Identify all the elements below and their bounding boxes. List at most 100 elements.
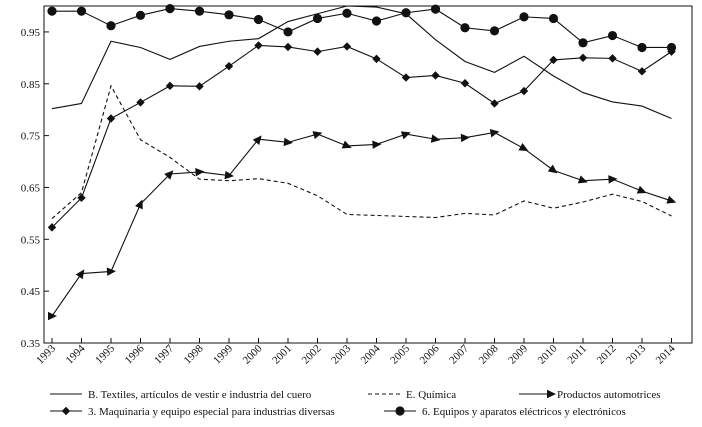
- legend-label: 3. Maquinaria y equipo especial para ind…: [88, 406, 335, 418]
- data-point-arrow: [372, 140, 382, 149]
- data-point-diamond: [549, 55, 558, 65]
- data-point-arrow: [341, 140, 352, 149]
- data-point-circle: [135, 10, 146, 20]
- x-tick-label: 2008: [477, 342, 501, 366]
- data-point-circle: [401, 8, 411, 18]
- y-tick-label: 0.55: [21, 234, 41, 246]
- series-1: [51, 5, 672, 120]
- data-point-circle: [637, 42, 647, 53]
- x-tick-label: 2003: [329, 342, 353, 366]
- x-tick-label: 2011: [565, 343, 589, 367]
- x-tick-label: 1997: [152, 342, 176, 366]
- data-point-arrow: [518, 142, 529, 151]
- x-tick-label: 2004: [359, 342, 383, 366]
- legend-label: 6. Equipos y aparatos eléctricos y elect…: [422, 406, 626, 418]
- data-point-arrow: [547, 164, 558, 174]
- data-point-diamond: [165, 81, 175, 91]
- x-tick-label: 2000: [241, 342, 265, 366]
- y-tick-label: 0.85: [21, 79, 41, 91]
- data-point-diamond: [578, 53, 588, 63]
- data-point-circle: [165, 3, 175, 14]
- y-tick-label: 0.35: [21, 338, 41, 350]
- series-line: [51, 44, 672, 228]
- data-point-arrow: [75, 269, 85, 280]
- x-tick-label: 2012: [595, 343, 619, 367]
- data-point-diamond: [61, 406, 71, 416]
- data-point-diamond: [47, 223, 57, 232]
- data-point-diamond: [519, 86, 529, 96]
- data-point-diamond: [224, 61, 234, 71]
- data-point-arrow: [460, 133, 470, 143]
- data-point-diamond: [283, 42, 293, 52]
- data-point-diamond: [106, 114, 116, 123]
- data-point-circle: [607, 30, 618, 41]
- series-layer: [47, 3, 677, 321]
- data-point-circle: [194, 6, 205, 16]
- legend-entry-1: B. Textiles, artículos de vestir e indus…: [50, 389, 312, 401]
- data-point-circle: [430, 4, 441, 14]
- data-point-diamond: [637, 67, 647, 76]
- data-point-circle: [371, 16, 382, 26]
- x-axis-ticks: 1993 1994 1995 1996 1997 1998 1999 2000 2001 2002…: [34, 338, 678, 367]
- legend-entry-2: E. Química: [368, 389, 456, 401]
- data-point-arrow: [636, 185, 647, 194]
- x-tick-label: 2010: [536, 342, 560, 366]
- legend: B. Textiles, artículos de vestir e indus…: [50, 389, 661, 418]
- data-point-circle: [342, 8, 352, 18]
- data-point-circle: [253, 14, 264, 25]
- legend-entry-5: 6. Equipos y aparatos eléctricos y elect…: [384, 406, 626, 418]
- y-tick-label: 0.65: [21, 182, 41, 194]
- x-tick-label: 1996: [123, 342, 147, 366]
- data-point-diamond: [77, 193, 86, 203]
- plot-frame: [43, 5, 693, 344]
- data-point-diamond: [431, 71, 440, 80]
- data-point-arrow: [164, 170, 174, 180]
- data-point-arrow: [577, 175, 588, 184]
- data-point-circle: [578, 38, 588, 48]
- data-point-arrow: [430, 134, 441, 143]
- data-point-circle: [76, 6, 87, 16]
- series-5: [47, 3, 677, 53]
- data-point-arrow: [312, 131, 323, 140]
- legend-entry-3: Productos automotrices: [519, 389, 661, 401]
- data-point-arrow: [48, 311, 57, 321]
- series-3: [48, 129, 677, 321]
- x-tick-label: 1994: [64, 342, 88, 366]
- data-point-circle: [312, 13, 323, 24]
- data-point-arrow: [608, 175, 618, 184]
- data-point-arrow: [489, 129, 500, 138]
- data-point-diamond: [490, 99, 499, 108]
- data-point-diamond: [608, 54, 617, 63]
- data-point-diamond: [313, 47, 322, 56]
- x-tick-label: 1999: [211, 342, 235, 366]
- data-point-circle: [395, 406, 405, 416]
- data-point-circle: [519, 12, 529, 22]
- x-tick-label: 2002: [300, 343, 324, 367]
- data-point-diamond: [372, 54, 381, 64]
- data-point-circle: [666, 42, 677, 53]
- data-point-arrow: [135, 199, 143, 210]
- legend-entry-4: 3. Maquinaria y equipo especial para ind…: [50, 406, 335, 418]
- series-4: [47, 41, 676, 232]
- data-point-diamond: [254, 41, 263, 50]
- data-point-circle: [548, 13, 559, 24]
- series-line: [51, 131, 672, 317]
- y-tick-label: 0.95: [21, 27, 41, 39]
- series-line: [51, 5, 672, 120]
- legend-label: B. Textiles, artículos de vestir e indus…: [88, 389, 312, 401]
- data-point-circle: [489, 26, 500, 36]
- data-point-circle: [47, 6, 57, 16]
- data-point-circle: [283, 27, 293, 37]
- data-point-arrow: [252, 135, 262, 145]
- data-point-arrow: [224, 170, 234, 180]
- data-point-circle: [224, 10, 234, 20]
- x-tick-label: 1998: [182, 342, 206, 366]
- data-point-arrow: [195, 167, 205, 177]
- x-tick-label: 2005: [388, 342, 412, 366]
- data-point-diamond: [342, 42, 352, 51]
- data-point-arrow: [283, 137, 293, 147]
- legend-label: E. Química: [406, 389, 456, 401]
- x-tick-label: 2001: [270, 343, 294, 367]
